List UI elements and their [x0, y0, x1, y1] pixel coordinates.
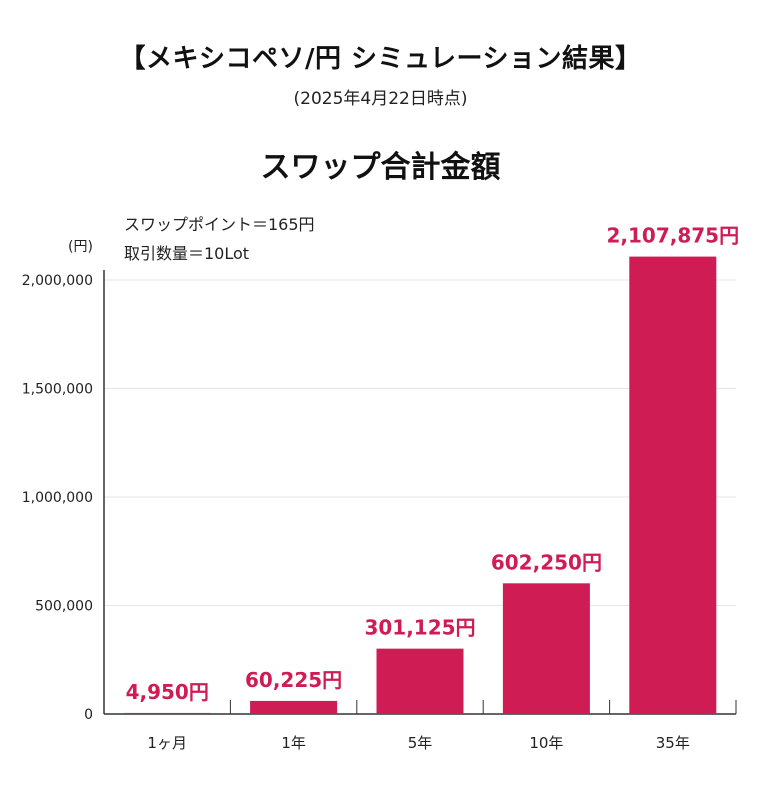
- y-axis-unit-label: (円): [68, 239, 93, 255]
- bar-value-label: 60,225円: [245, 668, 342, 692]
- bar: [250, 700, 338, 714]
- y-tick-label: 1,000,000: [22, 490, 93, 506]
- bar-value-label: 301,125円: [364, 616, 475, 640]
- x-tick-label: 35年: [656, 734, 690, 752]
- x-tick-label: 1年: [281, 734, 306, 752]
- swap-point-note: スワップポイント＝165円: [124, 215, 315, 234]
- bar: [629, 256, 717, 714]
- y-tick-label: 0: [84, 707, 93, 723]
- lot-size-note: 取引数量＝10Lot: [124, 244, 250, 263]
- x-tick-label: 5年: [408, 734, 433, 752]
- page-subtitle: (2025年4月22日時点): [293, 89, 468, 109]
- y-tick-label: 1,500,000: [22, 382, 93, 398]
- chart-title: スワップ合計金額: [260, 150, 501, 185]
- bar: [376, 648, 464, 714]
- bar: [502, 583, 590, 714]
- bar-value-label: 602,250円: [491, 550, 602, 574]
- y-tick-label: 2,000,000: [22, 273, 93, 289]
- x-tick-label: 1ヶ月: [147, 734, 187, 752]
- x-tick-label: 10年: [529, 734, 563, 752]
- y-tick-label: 500,000: [35, 599, 93, 615]
- bar: [123, 712, 211, 714]
- bar-value-label: 2,107,875円: [606, 224, 739, 248]
- bar-value-label: 4,950円: [126, 680, 209, 704]
- page-title: 【メキシコペソ/円 シミュレーション結果】: [119, 44, 642, 74]
